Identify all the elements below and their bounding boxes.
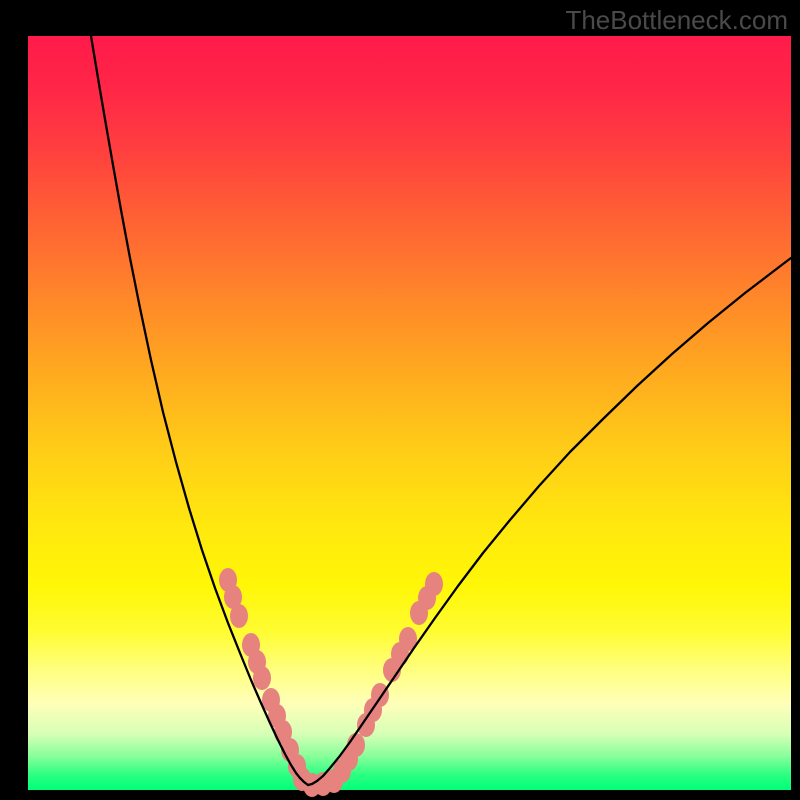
data-marker bbox=[347, 733, 365, 757]
data-marker bbox=[230, 604, 248, 628]
data-marker bbox=[371, 683, 389, 707]
chart-container: TheBottleneck.com bbox=[0, 0, 800, 800]
plot-area bbox=[28, 36, 791, 790]
chart-svg bbox=[0, 0, 800, 800]
data-marker bbox=[253, 666, 271, 690]
data-marker bbox=[425, 572, 443, 596]
watermark-text: TheBottleneck.com bbox=[565, 5, 788, 36]
